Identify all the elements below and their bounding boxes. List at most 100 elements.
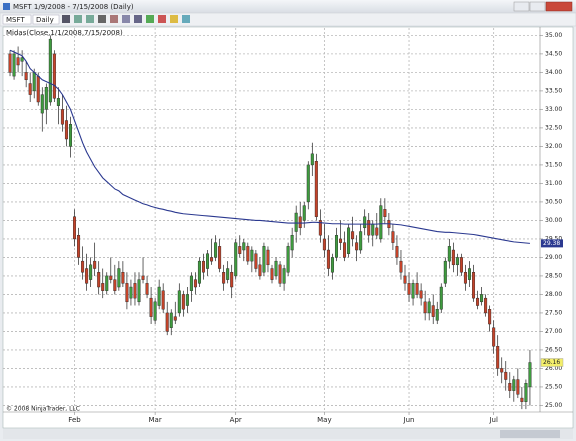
candle-body <box>467 268 471 280</box>
scrollbar[interactable] <box>3 429 573 439</box>
candle-body <box>238 246 242 254</box>
candle-body <box>472 272 476 299</box>
candle-body <box>270 268 274 280</box>
y-tick-label: 27.00 <box>545 328 562 335</box>
candle-body <box>210 257 214 262</box>
candle-body <box>423 301 427 314</box>
candle-body <box>516 379 520 395</box>
candle-body <box>201 260 205 273</box>
candle-body <box>52 53 56 99</box>
candle-body <box>16 57 20 66</box>
candle-body <box>234 242 238 277</box>
candle-body <box>504 371 508 380</box>
candle-body <box>185 294 189 306</box>
candle-body <box>12 53 16 77</box>
plot-area <box>3 28 540 411</box>
y-tick-label: 34.00 <box>545 69 562 76</box>
candle-body <box>528 362 532 388</box>
candle-body <box>302 205 306 221</box>
candle-body <box>189 275 193 291</box>
candle-body <box>347 227 351 254</box>
candle-body <box>322 238 326 251</box>
y-tick-label: 33.00 <box>545 106 562 113</box>
y-tick-label: 25.00 <box>545 402 562 409</box>
candle-body <box>250 249 254 262</box>
indicator-label: Midas(Close,1/1/2008,7/15/2008) <box>6 29 123 37</box>
candle-body <box>334 235 338 258</box>
y-tick-label: 30.00 <box>545 217 562 224</box>
candle-body <box>399 260 403 273</box>
candle-body <box>496 346 500 369</box>
candle-body <box>56 98 60 106</box>
candle-body <box>60 109 64 125</box>
candle-body <box>81 260 85 273</box>
x-tick-label: Feb <box>68 416 81 424</box>
candle-body <box>153 301 157 321</box>
candle-body <box>431 305 435 317</box>
y-tick-label: 31.00 <box>545 180 562 187</box>
interval-selector[interactable]: Daily <box>32 14 60 25</box>
candle-body <box>246 246 250 262</box>
candle-body <box>125 283 129 303</box>
candle-body <box>359 231 363 251</box>
x-tick-label: May <box>317 416 331 424</box>
candle-body <box>121 272 125 284</box>
y-tick-label: 28.00 <box>545 291 562 298</box>
candle-body <box>278 264 282 284</box>
candle-body <box>28 83 32 95</box>
y-tick-label: 29.00 <box>545 254 562 261</box>
candle-body <box>109 275 113 280</box>
last-price-box <box>540 358 564 367</box>
candle-body <box>44 87 48 110</box>
candle-body <box>218 246 222 269</box>
candle-body <box>117 268 121 288</box>
candle-body <box>375 227 379 236</box>
app-icon <box>3 3 10 10</box>
candle-body <box>68 124 72 147</box>
toolbar-icons[interactable] <box>62 15 190 23</box>
candle-body <box>326 249 330 269</box>
candle-body <box>520 397 524 402</box>
candle-body <box>463 272 467 284</box>
candle-body <box>230 272 234 288</box>
candle-body <box>484 297 488 314</box>
candle-body <box>85 268 89 284</box>
candle-body <box>181 294 185 310</box>
copyright: © 2008 NinjaTrader, LLC <box>6 406 80 413</box>
candle-body <box>274 260 278 277</box>
candle-body <box>149 297 153 317</box>
candle-body <box>165 312 169 332</box>
candle-body <box>330 257 334 273</box>
last-price-label: 26.16 <box>543 359 560 366</box>
candle-body <box>524 383 528 402</box>
window-controls[interactable] <box>513 1 573 12</box>
chart-panel <box>2 26 574 429</box>
candle-body <box>443 260 447 284</box>
candle-body <box>339 238 343 243</box>
candle-body <box>508 383 512 391</box>
candle-body <box>36 75 40 103</box>
candle-body <box>161 290 165 310</box>
y-tick-label: 26.00 <box>545 365 562 372</box>
candle-body <box>407 283 411 295</box>
y-tick-label: 34.50 <box>545 50 562 57</box>
candle-body <box>488 309 492 325</box>
x-tick-label: Jun <box>403 416 415 424</box>
candle-body <box>282 268 286 284</box>
candle-body <box>459 257 463 273</box>
candle-body <box>500 368 504 373</box>
candle-body <box>512 379 516 391</box>
scroll-thumb[interactable] <box>500 430 560 438</box>
toolbar <box>0 12 576 27</box>
candle-body <box>129 286 133 299</box>
candle-body <box>455 257 459 266</box>
candle-body <box>145 283 149 295</box>
title-bar <box>0 0 576 13</box>
candle-body <box>48 38 52 103</box>
candle-body <box>439 286 443 310</box>
symbol-selector[interactable]: MSFT <box>2 14 32 25</box>
candle-body <box>371 223 375 236</box>
candle-body <box>141 275 145 280</box>
candle-body <box>492 327 496 347</box>
